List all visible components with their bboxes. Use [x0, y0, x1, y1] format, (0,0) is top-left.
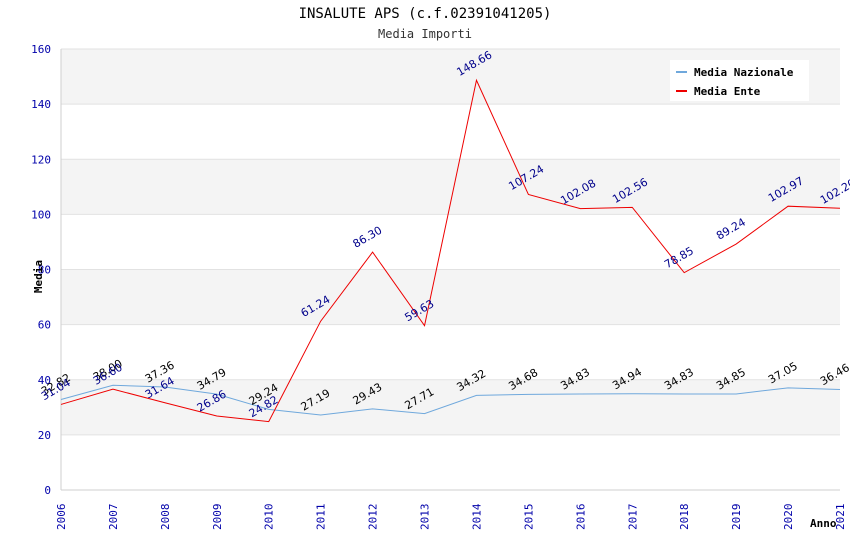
x-tick-label: 2006 [55, 504, 68, 531]
x-tick-label: 2016 [574, 504, 587, 531]
y-tick-label: 80 [38, 264, 51, 277]
chart-subtitle: Media Importi [378, 27, 472, 41]
legend-swatch-media-nazionale [676, 71, 687, 73]
legend-label-media-ente: Media Ente [694, 84, 761, 98]
x-tick-label: 2020 [782, 504, 795, 531]
grid-bands [61, 49, 840, 490]
y-tick-label: 140 [31, 98, 51, 111]
legend-item-media-nazionale: Media Nazionale [676, 65, 793, 79]
grid-band [61, 159, 840, 215]
x-tick-label: 2012 [367, 504, 380, 531]
y-tick-label: 40 [38, 374, 51, 387]
axes [60, 49, 840, 491]
x-tick-label: 2017 [626, 504, 639, 531]
x-tick-label: 2013 [419, 504, 432, 531]
series-lines [60, 78, 841, 423]
legend-item-media-ente: Media Ente [676, 84, 760, 98]
x-tick-label: 2010 [263, 504, 276, 531]
grid-band [61, 214, 840, 270]
y-tick-label: 60 [38, 319, 51, 332]
chart-title: INSALUTE APS (c.f.02391041205) [298, 6, 552, 22]
grid-lines [61, 48, 840, 491]
y-axis-label: Media [32, 259, 46, 294]
grid-band [61, 324, 840, 380]
x-tick-label: 2021 [834, 504, 847, 531]
y-tick-labels: 0 20 40 60 80 100 120 140 160 [31, 43, 51, 497]
legend: Media Nazionale Media Ente [670, 60, 809, 101]
legend-swatch-media-ente [676, 90, 687, 92]
y-tick-label: 160 [31, 43, 51, 56]
x-axis-label: Anno [810, 517, 837, 530]
x-tick-label: 2011 [315, 504, 328, 531]
grid-band [61, 434, 840, 490]
y-tick-label: 0 [44, 484, 51, 497]
series-line-media-ente [60, 78, 841, 423]
grid-band [61, 379, 840, 435]
x-tick-label: 2007 [107, 504, 120, 531]
x-tick-label: 2015 [522, 504, 535, 531]
grid-band [61, 104, 840, 160]
x-tick-label: 2018 [678, 504, 691, 531]
grid-band [61, 269, 840, 325]
x-tick-label: 2019 [730, 504, 743, 531]
y-tick-label: 120 [31, 153, 51, 166]
series-line-media-nazionale [60, 384, 841, 416]
legend-label-media-nazionale: Media Nazionale [694, 65, 794, 79]
y-tick-label: 100 [31, 208, 51, 221]
y-tick-label: 20 [38, 429, 51, 442]
x-tick-label: 2008 [159, 504, 172, 531]
x-tick-labels: 2006 2007 2008 2009 2010 2011 2012 2013 2014 2015… [55, 503, 847, 530]
x-tick-label: 2014 [470, 503, 483, 530]
x-tick-label: 2009 [211, 504, 224, 531]
